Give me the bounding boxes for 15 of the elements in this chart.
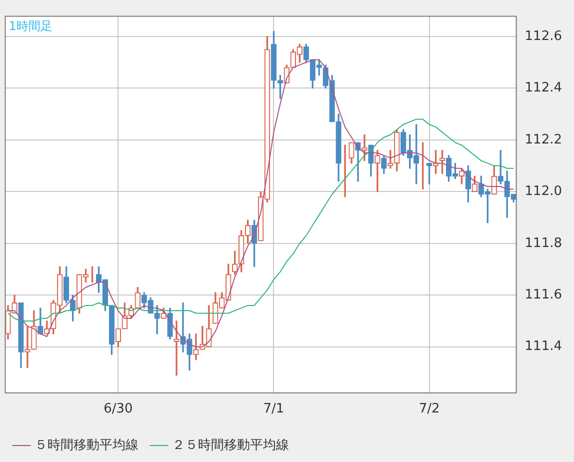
y-tick-label: 111.8 [524, 236, 562, 251]
candlestick [24, 326, 30, 368]
candlestick [374, 150, 380, 192]
chart-title: 1時間足 [8, 18, 52, 35]
y-tick-label: 112.6 [524, 28, 562, 44]
y-tick-label: 112.2 [524, 132, 562, 148]
x-tick-label: 6/30 [104, 402, 133, 417]
legend-label: ５時間移動平均線 [34, 438, 138, 453]
y-tick-label: 111.6 [524, 287, 562, 302]
x-tick-label: 7/1 [263, 402, 284, 417]
y-tick-label: 111.4 [524, 339, 562, 354]
y-tick-label: 112.0 [524, 184, 562, 200]
y-tick-label: 112.4 [524, 80, 562, 96]
x-tick-label: 7/2 [418, 402, 440, 417]
legend-label: ２５時間移動平均線 [172, 438, 289, 453]
